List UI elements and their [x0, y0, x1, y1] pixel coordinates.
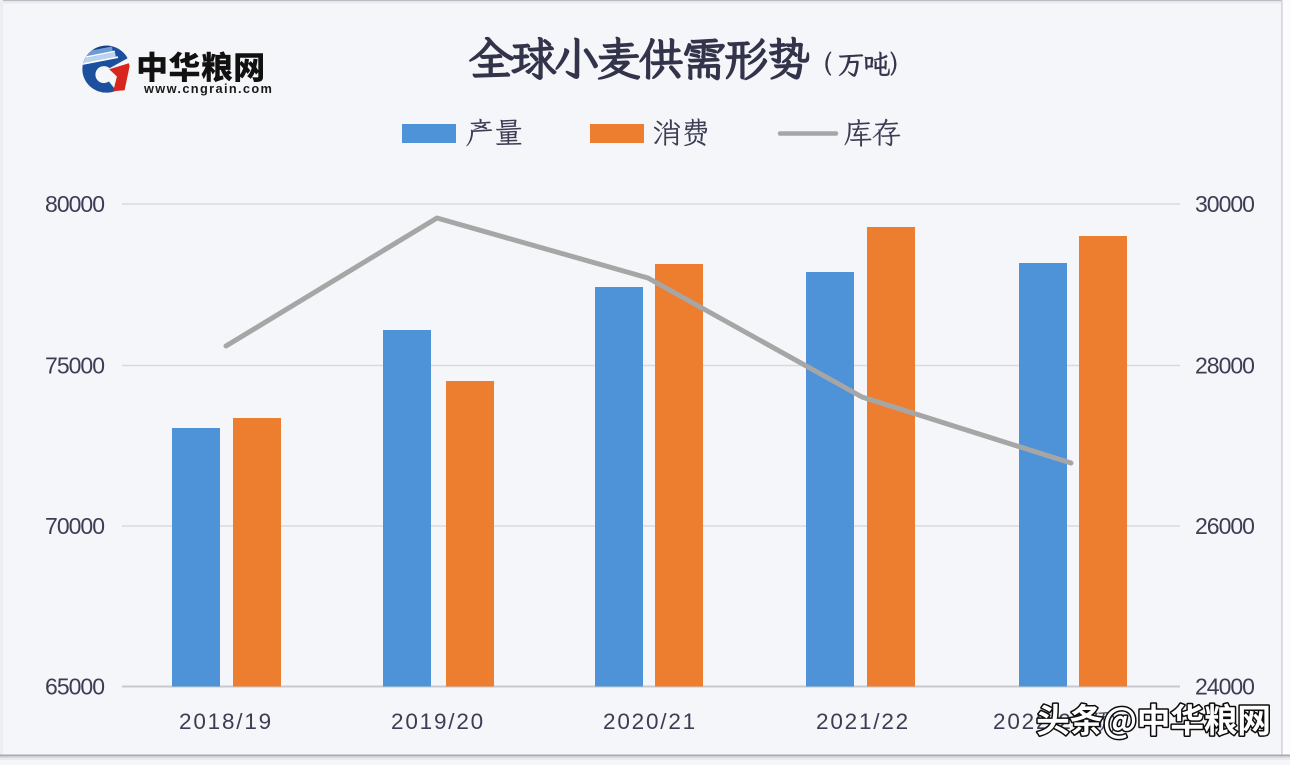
svg-text:80000: 80000 [45, 191, 104, 217]
svg-text:www.cngrain.com: www.cngrain.com [143, 81, 273, 96]
svg-text:75000: 75000 [45, 353, 104, 379]
svg-text:65000: 65000 [45, 674, 104, 700]
svg-text:2018/19: 2018/19 [179, 709, 273, 734]
svg-text:24000: 24000 [1195, 674, 1254, 700]
svg-text:2021/22: 2021/22 [816, 709, 910, 734]
svg-text:2019/20: 2019/20 [391, 709, 485, 734]
svg-text:28000: 28000 [1195, 353, 1254, 379]
svg-text:26000: 26000 [1195, 513, 1254, 539]
svg-text:30000: 30000 [1195, 191, 1254, 217]
svg-text:70000: 70000 [45, 513, 104, 539]
svg-text:2020/21: 2020/21 [603, 709, 697, 734]
